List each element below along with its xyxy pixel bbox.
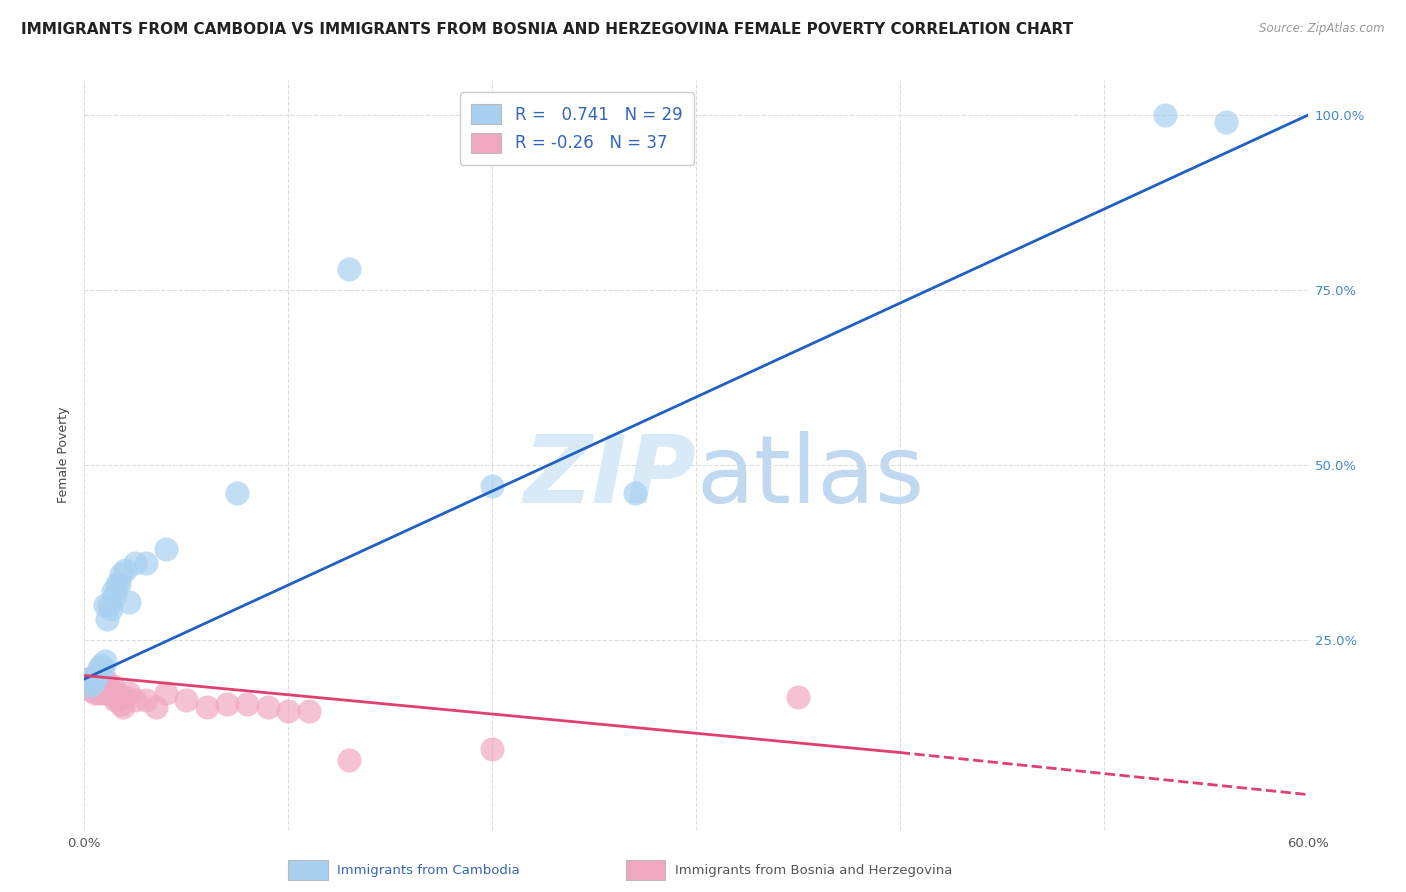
Point [108, 577, 131, 591]
Point [624, 486, 647, 500]
Point [195, 700, 218, 714]
Point [97, 599, 120, 613]
Text: ZIP: ZIP [523, 432, 696, 524]
Text: Source: ZipAtlas.com: Source: ZipAtlas.com [1260, 22, 1385, 36]
Point [112, 700, 135, 714]
Point [104, 693, 127, 707]
Text: Immigrants from Cambodia: Immigrants from Cambodia [337, 864, 520, 877]
Point [90, 682, 112, 697]
Point [91, 686, 114, 700]
Text: IMMIGRANTS FROM CAMBODIA VS IMMIGRANTS FROM BOSNIA AND HERZEGOVINA FEMALE POVERT: IMMIGRANTS FROM CAMBODIA VS IMMIGRANTS F… [21, 22, 1073, 37]
Point [82, 675, 104, 690]
Legend: R =   0.741   N = 29, R = -0.26   N = 37: R = 0.741 N = 29, R = -0.26 N = 37 [460, 93, 695, 165]
Point [298, 704, 321, 718]
Point [79, 679, 101, 693]
Point [787, 690, 810, 704]
Point [93, 682, 115, 697]
Point [97, 686, 120, 700]
Point [105, 577, 128, 591]
Point [339, 262, 361, 277]
Point [87, 686, 110, 700]
Point [339, 752, 361, 766]
Point [257, 700, 280, 714]
Point [96, 612, 118, 626]
Point [110, 697, 132, 711]
Point [101, 679, 124, 693]
Point [101, 584, 124, 599]
Point [86, 668, 108, 682]
Point [118, 686, 141, 700]
Point [93, 655, 115, 669]
Text: atlas: atlas [696, 432, 924, 524]
Point [83, 686, 105, 700]
Point [82, 679, 104, 693]
Point [174, 693, 197, 707]
Point [481, 742, 503, 756]
Point [83, 675, 105, 690]
Point [100, 602, 122, 616]
Point [135, 693, 157, 707]
Point [226, 486, 249, 500]
Point [77, 672, 100, 686]
Point [90, 658, 112, 673]
Point [277, 704, 299, 718]
Y-axis label: Female Poverty: Female Poverty [58, 407, 70, 503]
Point [104, 588, 127, 602]
Point [1215, 115, 1237, 129]
Point [236, 697, 259, 711]
Point [77, 672, 100, 686]
Point [118, 595, 141, 609]
Point [110, 566, 132, 581]
Point [145, 700, 167, 714]
Point [100, 682, 122, 697]
Point [135, 557, 157, 571]
Point [114, 564, 136, 578]
Point [86, 679, 108, 693]
Point [104, 690, 127, 704]
Point [217, 697, 239, 711]
Point [155, 686, 177, 700]
Point [155, 542, 177, 557]
Point [481, 479, 503, 493]
Point [79, 682, 101, 697]
Point [124, 557, 146, 571]
Point [93, 599, 115, 613]
Point [96, 679, 118, 693]
Text: Immigrants from Bosnia and Herzegovina: Immigrants from Bosnia and Herzegovina [675, 864, 952, 877]
Point [105, 686, 128, 700]
Point [124, 693, 146, 707]
Point [91, 661, 114, 675]
Point [1154, 108, 1177, 122]
Point [93, 672, 115, 686]
Point [114, 690, 136, 704]
Point [83, 672, 105, 686]
Point [87, 661, 110, 675]
Point [108, 693, 131, 707]
